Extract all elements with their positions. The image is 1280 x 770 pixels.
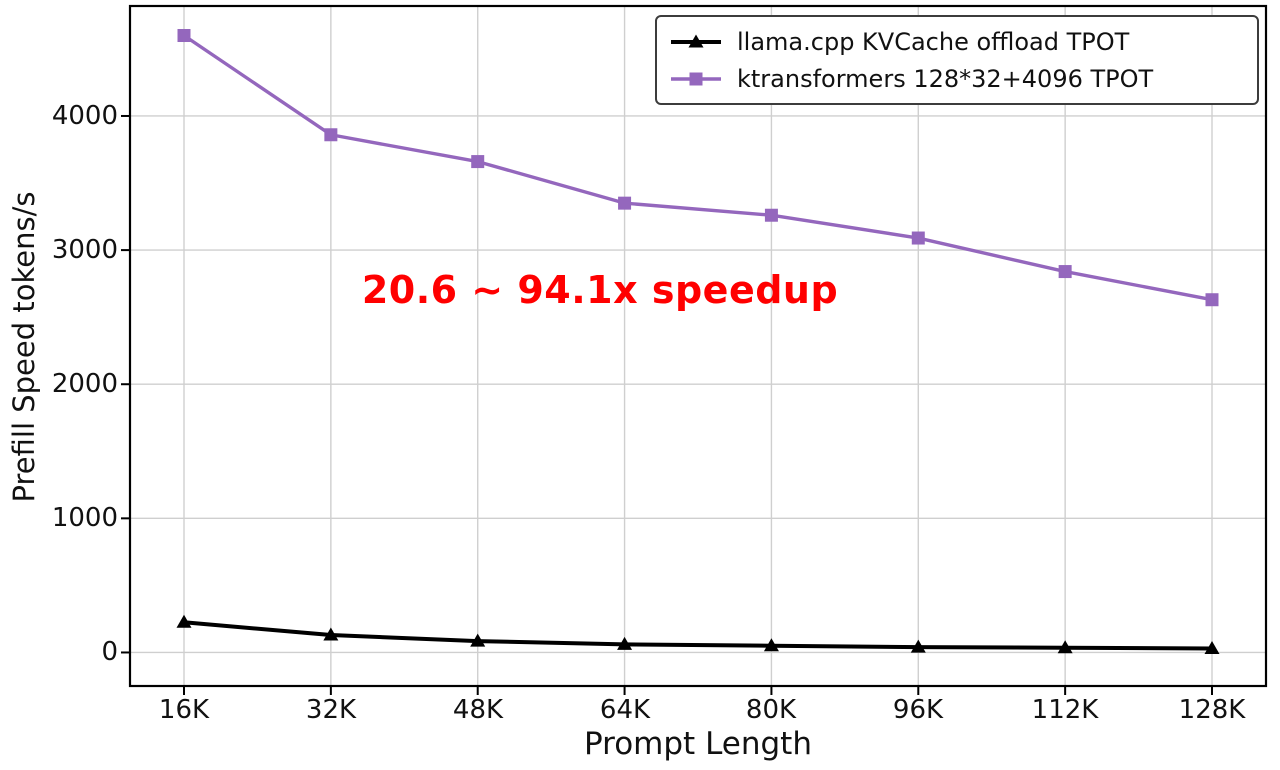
y-tick-label: 1000 (51, 503, 118, 533)
x-tick-label: 64K (599, 695, 651, 725)
y-tick-label: 2000 (51, 369, 118, 399)
speedup-annotation: 20.6 ~ 94.1x speedup (361, 268, 839, 312)
legend-entry-llamacpp: llama.cpp KVCache offload TPOT (669, 23, 1245, 60)
legend-line-sample-square-icon (671, 72, 721, 85)
legend-entry-ktransformers: ktransformers 128*32+4096 TPOT (669, 60, 1245, 97)
x-tick-label: 112K (1031, 695, 1099, 725)
y-tick-label: 0 (101, 637, 118, 667)
x-tick-label: 128K (1178, 695, 1246, 725)
y-axis-title: Prefill Speed tokens/s (7, 191, 41, 503)
legend-line-sample-triangle-icon (671, 34, 721, 47)
legend-label: ktransformers 128*32+4096 TPOT (737, 64, 1154, 93)
y-tick-label: 3000 (51, 235, 118, 265)
x-axis-title: Prompt Length (584, 726, 812, 762)
y-tick-label: 4000 (51, 101, 118, 131)
legend-label: llama.cpp KVCache offload TPOT (737, 27, 1130, 56)
x-tick-label: 96K (892, 695, 944, 725)
x-tick-label: 32K (305, 695, 357, 725)
x-tick-label: 16K (158, 695, 210, 725)
x-tick-label: 80K (745, 695, 797, 725)
legend: llama.cpp KVCache offload TPOT ktransfor… (655, 15, 1259, 105)
x-tick-label: 48K (452, 695, 504, 725)
